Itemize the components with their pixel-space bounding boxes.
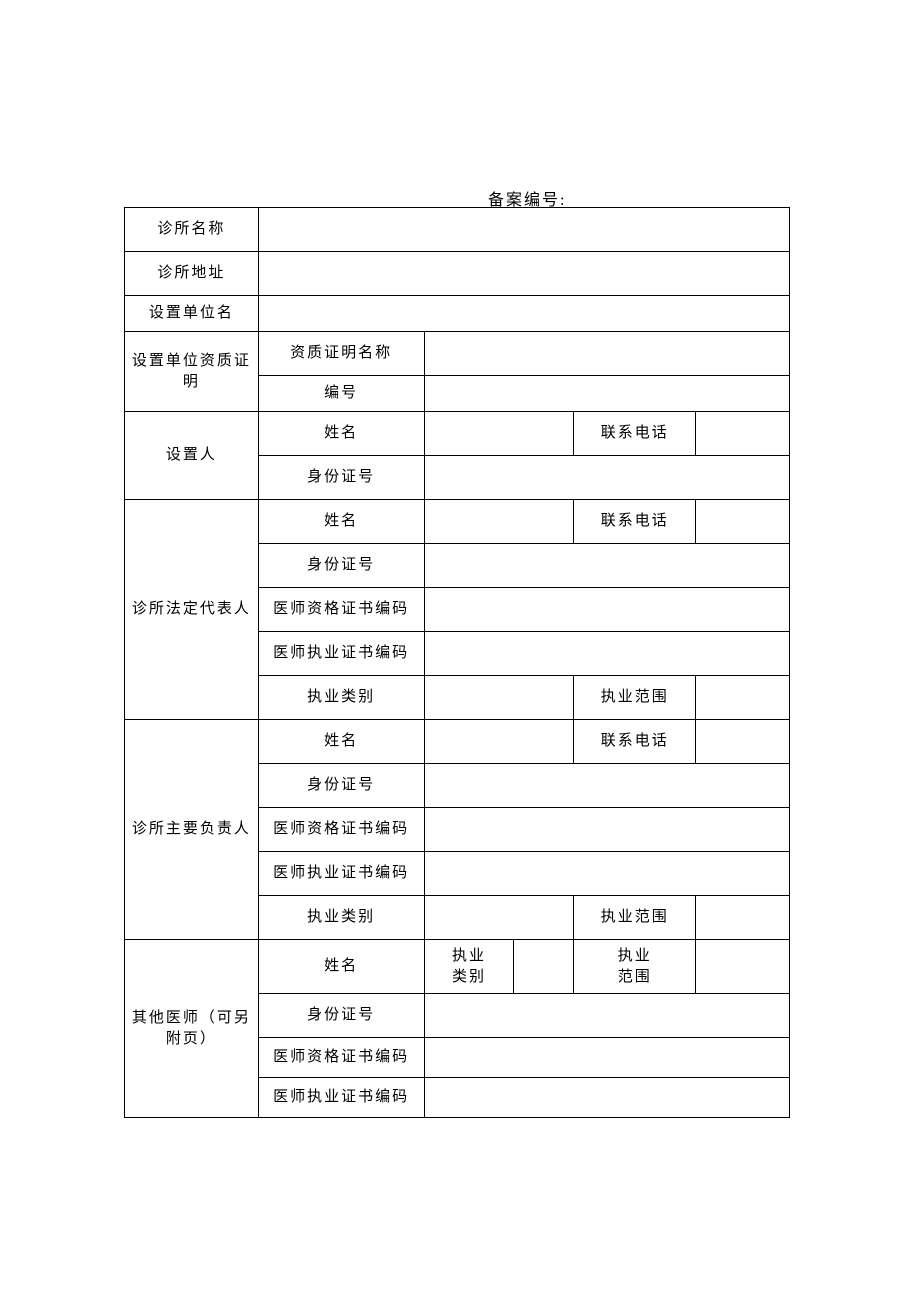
field-qual-no bbox=[424, 376, 789, 412]
label-manager-pscope: 执业范围 bbox=[574, 896, 696, 940]
label-qual-name: 资质证明名称 bbox=[258, 332, 424, 376]
label-other-dl: 医师执业证书编码 bbox=[258, 1078, 424, 1118]
label-manager: 诊所主要负责人 bbox=[125, 720, 259, 940]
label-other-ptype-l1: 执业 bbox=[452, 948, 486, 964]
field-other-id bbox=[424, 994, 789, 1038]
field-legal-id bbox=[424, 544, 789, 588]
field-manager-pscope bbox=[696, 896, 790, 940]
field-manager-phone bbox=[696, 720, 790, 764]
label-legal-name: 姓名 bbox=[258, 500, 424, 544]
field-other-ptype bbox=[514, 940, 574, 994]
field-legal-dq bbox=[424, 588, 789, 632]
label-legal-dl: 医师执业证书编码 bbox=[258, 632, 424, 676]
label-other-name: 姓名 bbox=[258, 940, 424, 994]
label-manager-ptype: 执业类别 bbox=[258, 896, 424, 940]
label-setter-id: 身份证号 bbox=[258, 456, 424, 500]
label-legal: 诊所法定代表人 bbox=[125, 500, 259, 720]
label-other-pscope-l1: 执业 bbox=[618, 948, 652, 964]
label-manager-dq: 医师资格证书编码 bbox=[258, 808, 424, 852]
field-manager-dq bbox=[424, 808, 789, 852]
label-other: 其他医师（可另附页） bbox=[125, 940, 259, 1118]
label-legal-dq: 医师资格证书编码 bbox=[258, 588, 424, 632]
label-clinic-name: 诊所名称 bbox=[125, 208, 259, 252]
label-setter: 设置人 bbox=[125, 412, 259, 500]
field-manager-dl bbox=[424, 852, 789, 896]
label-other-ptype: 执业 类别 bbox=[424, 940, 514, 994]
label-setter-phone: 联系电话 bbox=[574, 412, 696, 456]
label-legal-id: 身份证号 bbox=[258, 544, 424, 588]
label-qual-no: 编号 bbox=[258, 376, 424, 412]
label-manager-id: 身份证号 bbox=[258, 764, 424, 808]
field-manager-id bbox=[424, 764, 789, 808]
label-setup-unit: 设置单位名 bbox=[125, 296, 259, 332]
field-legal-phone bbox=[696, 500, 790, 544]
field-manager-ptype bbox=[424, 896, 574, 940]
field-other-pscope bbox=[696, 940, 790, 994]
field-other-dl bbox=[424, 1078, 789, 1118]
field-other-dq bbox=[424, 1038, 789, 1078]
field-manager-name bbox=[424, 720, 574, 764]
label-legal-ptype: 执业类别 bbox=[258, 676, 424, 720]
field-setter-id bbox=[424, 456, 789, 500]
label-setter-name: 姓名 bbox=[258, 412, 424, 456]
field-clinic-name bbox=[258, 208, 789, 252]
field-setter-name bbox=[424, 412, 574, 456]
field-legal-dl bbox=[424, 632, 789, 676]
label-legal-pscope: 执业范围 bbox=[574, 676, 696, 720]
label-setup-qual: 设置单位资质证明 bbox=[125, 332, 259, 412]
field-setter-phone bbox=[696, 412, 790, 456]
label-manager-phone: 联系电话 bbox=[574, 720, 696, 764]
label-manager-name: 姓名 bbox=[258, 720, 424, 764]
label-other-pscope: 执业 范围 bbox=[574, 940, 696, 994]
field-legal-ptype bbox=[424, 676, 574, 720]
label-other-pscope-l2: 范围 bbox=[618, 969, 652, 985]
field-qual-name bbox=[424, 332, 789, 376]
registration-form-table: 诊所名称 诊所地址 设置单位名 设置单位资质证明 资质证明名称 编号 设置人 姓… bbox=[124, 207, 790, 1118]
label-other-ptype-l2: 类别 bbox=[452, 969, 486, 985]
field-clinic-addr bbox=[258, 252, 789, 296]
label-clinic-addr: 诊所地址 bbox=[125, 252, 259, 296]
field-setup-unit bbox=[258, 296, 789, 332]
label-other-dq: 医师资格证书编码 bbox=[258, 1038, 424, 1078]
label-manager-dl: 医师执业证书编码 bbox=[258, 852, 424, 896]
field-legal-pscope bbox=[696, 676, 790, 720]
field-legal-name bbox=[424, 500, 574, 544]
label-other-id: 身份证号 bbox=[258, 994, 424, 1038]
label-legal-phone: 联系电话 bbox=[574, 500, 696, 544]
